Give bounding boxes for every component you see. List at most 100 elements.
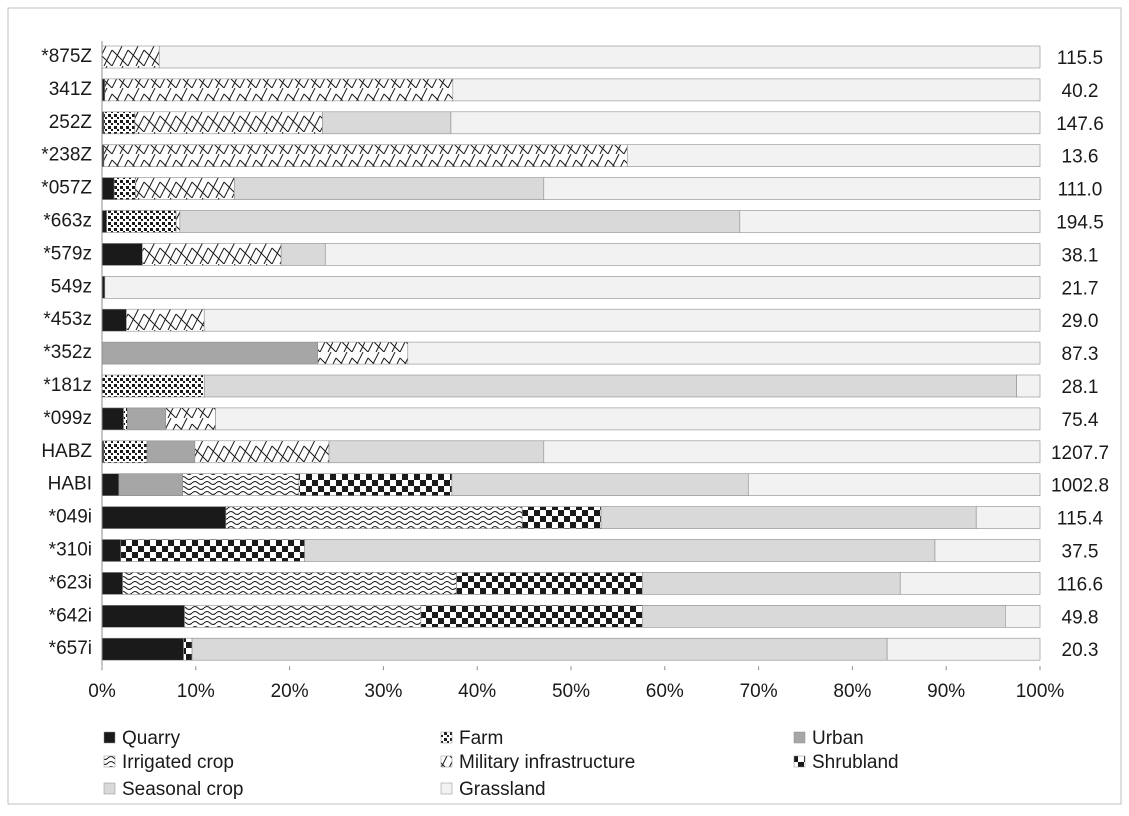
bar-segment: [521, 506, 602, 529]
legend-swatch: [103, 731, 116, 744]
category-label: *352z: [43, 342, 92, 363]
bar-segment: [122, 572, 457, 595]
legend-swatch: [440, 755, 453, 768]
category-label: *657i: [49, 638, 92, 659]
x-tick-label: 60%: [646, 681, 684, 702]
total-label: 115.4: [1057, 509, 1104, 530]
total-label: 116.6: [1057, 574, 1103, 595]
bar-segment: [203, 374, 1017, 398]
bar-segment: [101, 243, 143, 266]
legend-label: Quarry: [122, 728, 181, 749]
bar-segment: [747, 473, 1041, 497]
bar-segment: [191, 637, 888, 661]
category-label: *181z: [43, 375, 92, 396]
bar-segment: [452, 78, 1041, 102]
total-label: 1207.7: [1051, 443, 1109, 464]
bar-segment: [101, 374, 205, 398]
bar-segment: [324, 243, 1041, 266]
bar-segment: [165, 407, 216, 431]
category-label: *099z: [43, 408, 92, 429]
total-label: 40.2: [1062, 81, 1099, 102]
bar-segment: [134, 111, 323, 135]
x-tick-label: 20%: [271, 681, 309, 702]
bar-segment: [328, 440, 545, 464]
bar-segment: [101, 604, 185, 628]
total-label: 13.6: [1062, 147, 1099, 168]
bar-segment: [101, 308, 127, 332]
bar-segment: [135, 177, 235, 200]
bar-segment: [101, 341, 319, 365]
legend-label: Urban: [812, 728, 864, 749]
bar-segment: [298, 473, 453, 497]
bar-segment: [101, 473, 120, 497]
bar-segment: [101, 210, 107, 233]
category-label: HABZ: [41, 441, 92, 462]
bar-segment: [600, 506, 977, 529]
bar-segment: [641, 604, 1006, 628]
x-tick-label: 0%: [88, 681, 116, 702]
bar-segment: [203, 308, 1041, 332]
bar-segment: [450, 111, 1041, 135]
bar-segment: [146, 440, 196, 464]
bar-segment: [225, 506, 523, 529]
bar-segment: [194, 440, 330, 464]
total-label: 37.5: [1062, 542, 1099, 563]
bar-segment: [215, 407, 1041, 431]
bar-segment: [120, 539, 305, 562]
total-label: 1002.8: [1051, 476, 1109, 497]
bar-segment: [101, 539, 122, 562]
category-label: *238Z: [41, 145, 92, 166]
bar-segment: [626, 144, 1041, 167]
bar-segment: [451, 473, 749, 497]
bar-segment: [543, 440, 1041, 464]
bar-segment: [175, 210, 181, 233]
category-label: *057Z: [41, 178, 92, 199]
x-tick-label: 10%: [177, 681, 215, 702]
total-label: 28.1: [1062, 377, 1099, 398]
category-label: HABI: [48, 474, 92, 495]
legend-swatch: [103, 755, 116, 768]
bar-segment: [420, 604, 643, 628]
legend-swatch: [103, 782, 116, 795]
category-label: *875Z: [41, 46, 92, 67]
bar-segment: [142, 243, 282, 266]
total-label: 115.5: [1057, 48, 1103, 69]
bar-segment: [106, 210, 177, 233]
bar-segment: [104, 78, 454, 102]
frame: [7, 7, 1122, 805]
category-label: *049i: [49, 507, 92, 528]
bar-segment: [739, 210, 1041, 233]
category-label: *642i: [49, 605, 92, 626]
bar-segment: [233, 177, 545, 200]
bar-segment: [899, 572, 1041, 595]
bar-segment: [101, 177, 115, 200]
bar-segment: [317, 341, 409, 365]
total-label: 21.7: [1062, 278, 1099, 299]
bar-segment: [101, 506, 227, 529]
bar-segment: [543, 177, 1041, 200]
x-tick-label: 80%: [833, 681, 871, 702]
bar-segment: [182, 473, 300, 497]
x-tick-label: 40%: [458, 681, 496, 702]
bar-segment: [886, 637, 1041, 661]
total-label: 111.0: [1058, 180, 1103, 201]
x-tick-label: 50%: [552, 681, 590, 702]
bar-segment: [158, 45, 1041, 69]
category-label: 252Z: [49, 112, 93, 133]
bar-segment: [934, 539, 1041, 562]
bar-segment: [103, 144, 628, 167]
bar-segment: [456, 572, 643, 595]
x-tick-label: 90%: [927, 681, 965, 702]
bar-segment: [118, 473, 183, 497]
x-tick-label: 100%: [1016, 681, 1065, 702]
total-label: 87.3: [1062, 344, 1099, 365]
x-tick-label: 30%: [364, 681, 402, 702]
total-label: 194.5: [1056, 213, 1104, 234]
total-label: 29.0: [1062, 311, 1099, 332]
bar-segment: [183, 637, 193, 661]
legend-label: Shrubland: [812, 752, 899, 773]
category-label: 341Z: [49, 79, 93, 100]
bar-segment: [322, 111, 452, 135]
category-label: *310i: [49, 540, 92, 561]
bar-segment: [407, 341, 1041, 365]
